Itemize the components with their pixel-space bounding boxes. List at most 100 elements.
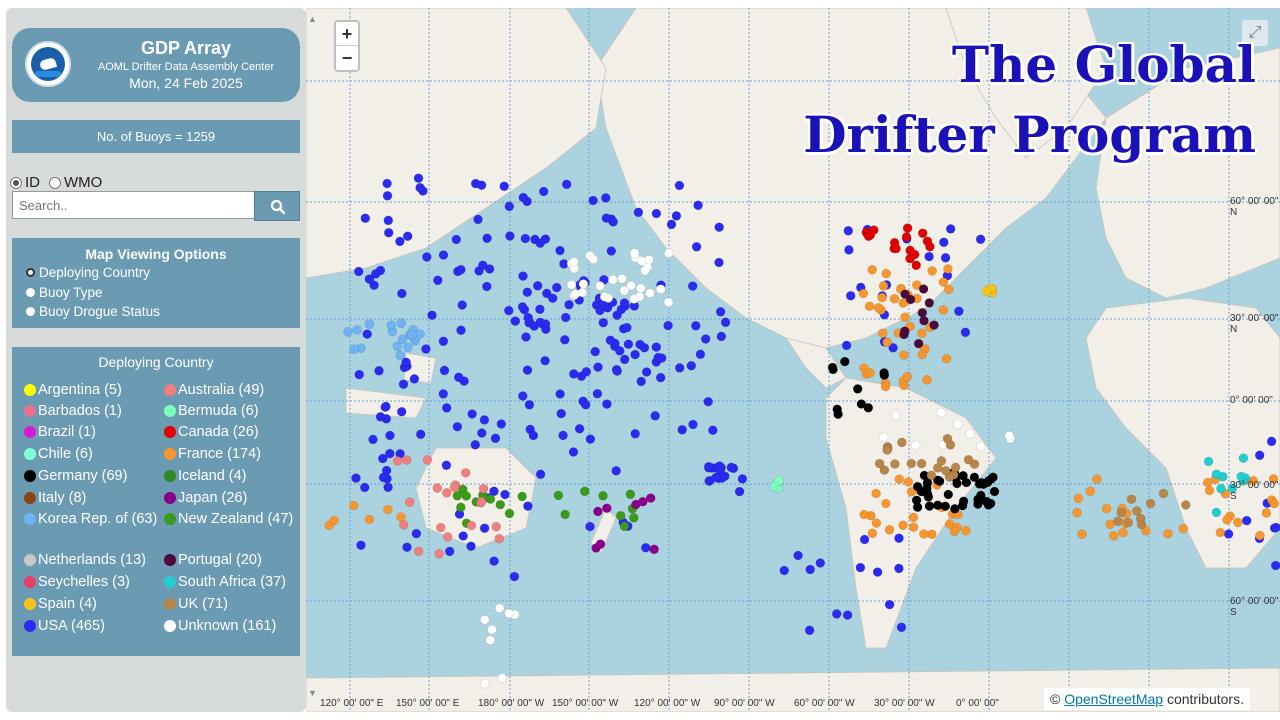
buoy-marker <box>415 329 425 339</box>
lat-label: 0° 00' 00" <box>1230 395 1273 406</box>
scroll-down-arrow-icon[interactable]: ▼ <box>308 688 317 698</box>
zoom-in-button[interactable]: + <box>336 22 358 46</box>
legend-item: France (174) <box>164 445 294 463</box>
map-view[interactable]: + − ⤢ The Global Drifter Program 60° 00'… <box>306 8 1280 712</box>
buoy-marker <box>628 512 639 523</box>
buoy-marker <box>496 419 507 429</box>
buoy-marker <box>494 533 504 544</box>
buoy-marker <box>479 523 490 534</box>
buoy-marker <box>608 274 618 285</box>
option-deploying-country[interactable]: Deploying Country <box>26 265 150 280</box>
fullscreen-icon[interactable]: ⤢ <box>1242 20 1268 46</box>
buoy-marker <box>917 328 927 339</box>
buoy-marker <box>495 499 506 510</box>
buoy-marker <box>603 293 614 303</box>
buoy-marker <box>877 292 887 303</box>
buoy-marker <box>855 562 866 573</box>
buoy-marker <box>852 384 863 394</box>
buoy-marker <box>500 489 510 500</box>
buoy-marker <box>645 493 656 503</box>
option-buoy-type[interactable]: Buoy Type <box>26 285 103 300</box>
buoy-marker <box>353 266 364 277</box>
buoy-marker <box>421 344 431 354</box>
legend-swatch <box>24 384 36 396</box>
buoy-marker <box>688 419 698 430</box>
legend-item: Seychelles (3) <box>24 573 160 591</box>
legend-label: Netherlands (13) <box>38 552 146 568</box>
lon-label: 150° 00' 00" W <box>552 698 619 709</box>
buoy-marker <box>411 528 422 539</box>
buoy-marker <box>881 268 892 279</box>
buoy-marker <box>385 448 395 459</box>
buoy-marker <box>380 402 391 412</box>
buoy-marker <box>444 546 455 557</box>
search-button[interactable] <box>254 191 300 221</box>
map-attribution: © OpenStreetMap contributors. <box>1044 688 1250 710</box>
buoy-marker <box>804 625 815 636</box>
buoy-marker <box>894 563 904 574</box>
buoy-marker <box>917 307 928 318</box>
current-date: Mon, 24 Feb 2025 <box>129 75 243 91</box>
buoy-marker <box>958 496 969 507</box>
buoy-marker <box>828 364 838 375</box>
buoy-marker <box>569 257 579 267</box>
search-input[interactable] <box>12 191 255 219</box>
buoy-marker <box>478 483 489 494</box>
buoy-marker <box>867 264 878 275</box>
land-mass <box>306 667 1280 712</box>
buoy-marker <box>640 542 651 553</box>
zoom-out-button[interactable]: − <box>341 48 353 68</box>
buoy-marker <box>466 520 477 531</box>
buoy-marker <box>1268 474 1279 484</box>
buoy-marker <box>924 298 935 308</box>
lat-label: 30° 00' 00" S <box>1230 480 1279 502</box>
buoy-marker <box>402 231 413 241</box>
search-icon <box>270 199 286 215</box>
option-buoy-drogue-status[interactable]: Buoy Drogue Status <box>26 304 160 319</box>
id-radio-label[interactable]: ID <box>25 174 40 191</box>
buoy-marker <box>535 469 546 480</box>
buoy-marker <box>625 489 636 500</box>
buoy-marker <box>595 281 605 291</box>
buoy-marker <box>865 230 876 240</box>
buoy-marker <box>579 486 590 497</box>
buoy-marker <box>413 546 424 557</box>
openstreetmap-link[interactable]: OpenStreetMap <box>1064 691 1164 707</box>
wmo-radio-label[interactable]: WMO <box>64 174 103 191</box>
buoy-marker <box>360 213 371 223</box>
buoy-marker <box>630 428 641 439</box>
buoy-marker <box>593 506 603 517</box>
map-canvas[interactable] <box>306 8 1280 712</box>
buoy-marker <box>489 556 499 566</box>
buoy-marker <box>1145 498 1156 509</box>
buoy-marker <box>520 233 531 244</box>
legend-label: Australia (49) <box>178 382 265 398</box>
buoy-marker <box>370 269 381 279</box>
buoy-marker <box>453 372 464 383</box>
wmo-radio[interactable] <box>49 176 61 189</box>
buoy-marker <box>329 515 340 526</box>
buoy-marker <box>397 334 408 345</box>
buoy-marker <box>401 357 411 368</box>
buoy-marker <box>568 447 579 457</box>
buoy-marker <box>1223 529 1234 539</box>
buoy-marker <box>641 367 652 377</box>
buoy-marker <box>598 490 608 501</box>
buoy-marker <box>619 285 630 296</box>
buoy-marker <box>844 245 854 255</box>
buoy-marker <box>532 280 543 291</box>
id-radio[interactable] <box>10 176 22 189</box>
buoy-marker <box>422 252 432 262</box>
buoy-marker <box>917 349 928 360</box>
buoy-marker <box>889 238 900 248</box>
buoy-marker <box>538 186 549 197</box>
buoy-marker <box>588 254 599 264</box>
scroll-up-arrow-icon[interactable]: ▲ <box>308 14 317 24</box>
buoy-marker <box>441 460 452 471</box>
buoy-marker <box>903 477 914 487</box>
buoy-marker <box>636 376 647 387</box>
buoy-marker <box>509 571 520 582</box>
buoy-marker <box>651 342 662 352</box>
buoy-marker <box>940 501 951 512</box>
